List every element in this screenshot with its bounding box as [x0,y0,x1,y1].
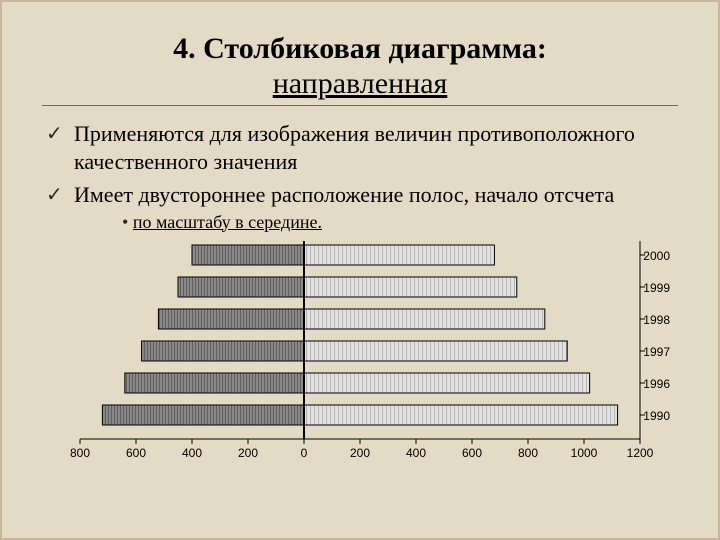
bar-right [304,341,567,361]
year-label: 1997 [643,345,670,359]
chart-svg: 2000199919981997199619908006004002000200… [42,239,682,469]
bar-left [178,277,304,297]
x-tick-label: 600 [462,446,482,460]
title-line-2: направленная [273,67,448,100]
title-line-1: 4. Столбиковая диаграмма: [173,32,547,65]
slide: 4. Столбиковая диаграмма: направленная ✓… [0,0,720,540]
x-tick-label: 400 [182,446,202,460]
x-tick-label: 200 [238,446,258,460]
x-tick-label: 1000 [571,446,598,460]
diverging-bar-chart: 2000199919981997199619908006004002000200… [42,239,682,469]
x-tick-label: 800 [70,446,90,460]
sub-bullet-text: по масштабу в середине. [133,212,322,232]
bar-right [304,309,545,329]
bar-right [304,405,618,425]
year-label: 1990 [643,409,670,423]
year-label: 1999 [643,281,670,295]
year-label: 1996 [643,377,670,391]
year-label: 2000 [643,249,670,263]
bar-right [304,373,590,393]
title-rule [42,105,678,106]
x-tick-label: 400 [406,446,426,460]
sub-bullet-list: по масштабу в середине. [74,211,678,234]
check-icon: ✓ [46,183,63,208]
year-label: 1998 [643,313,670,327]
bar-left [125,373,304,393]
bar-left [142,341,304,361]
bullet-text: Имеет двустороннее расположение полос, н… [74,182,614,207]
bar-left [192,245,304,265]
x-tick-label: 800 [518,446,538,460]
bullet-text: Применяются для изображения величин прот… [74,121,635,174]
x-tick-label: 1200 [627,446,654,460]
bar-right [304,245,494,265]
bullet-list: ✓ Применяются для изображения величин пр… [46,120,678,233]
bullet-item: ✓ Имеет двустороннее расположение полос,… [46,181,678,233]
bar-left [102,405,304,425]
sub-bullet-item: по масштабу в середине. [122,211,678,234]
x-tick-label: 600 [126,446,146,460]
bar-left [158,309,304,329]
x-tick-label: 0 [301,446,308,460]
page-title: 4. Столбиковая диаграмма: направленная [42,32,678,101]
bullet-item: ✓ Применяются для изображения величин пр… [46,120,678,175]
bar-right [304,277,517,297]
check-icon: ✓ [46,122,63,147]
x-tick-label: 200 [350,446,370,460]
